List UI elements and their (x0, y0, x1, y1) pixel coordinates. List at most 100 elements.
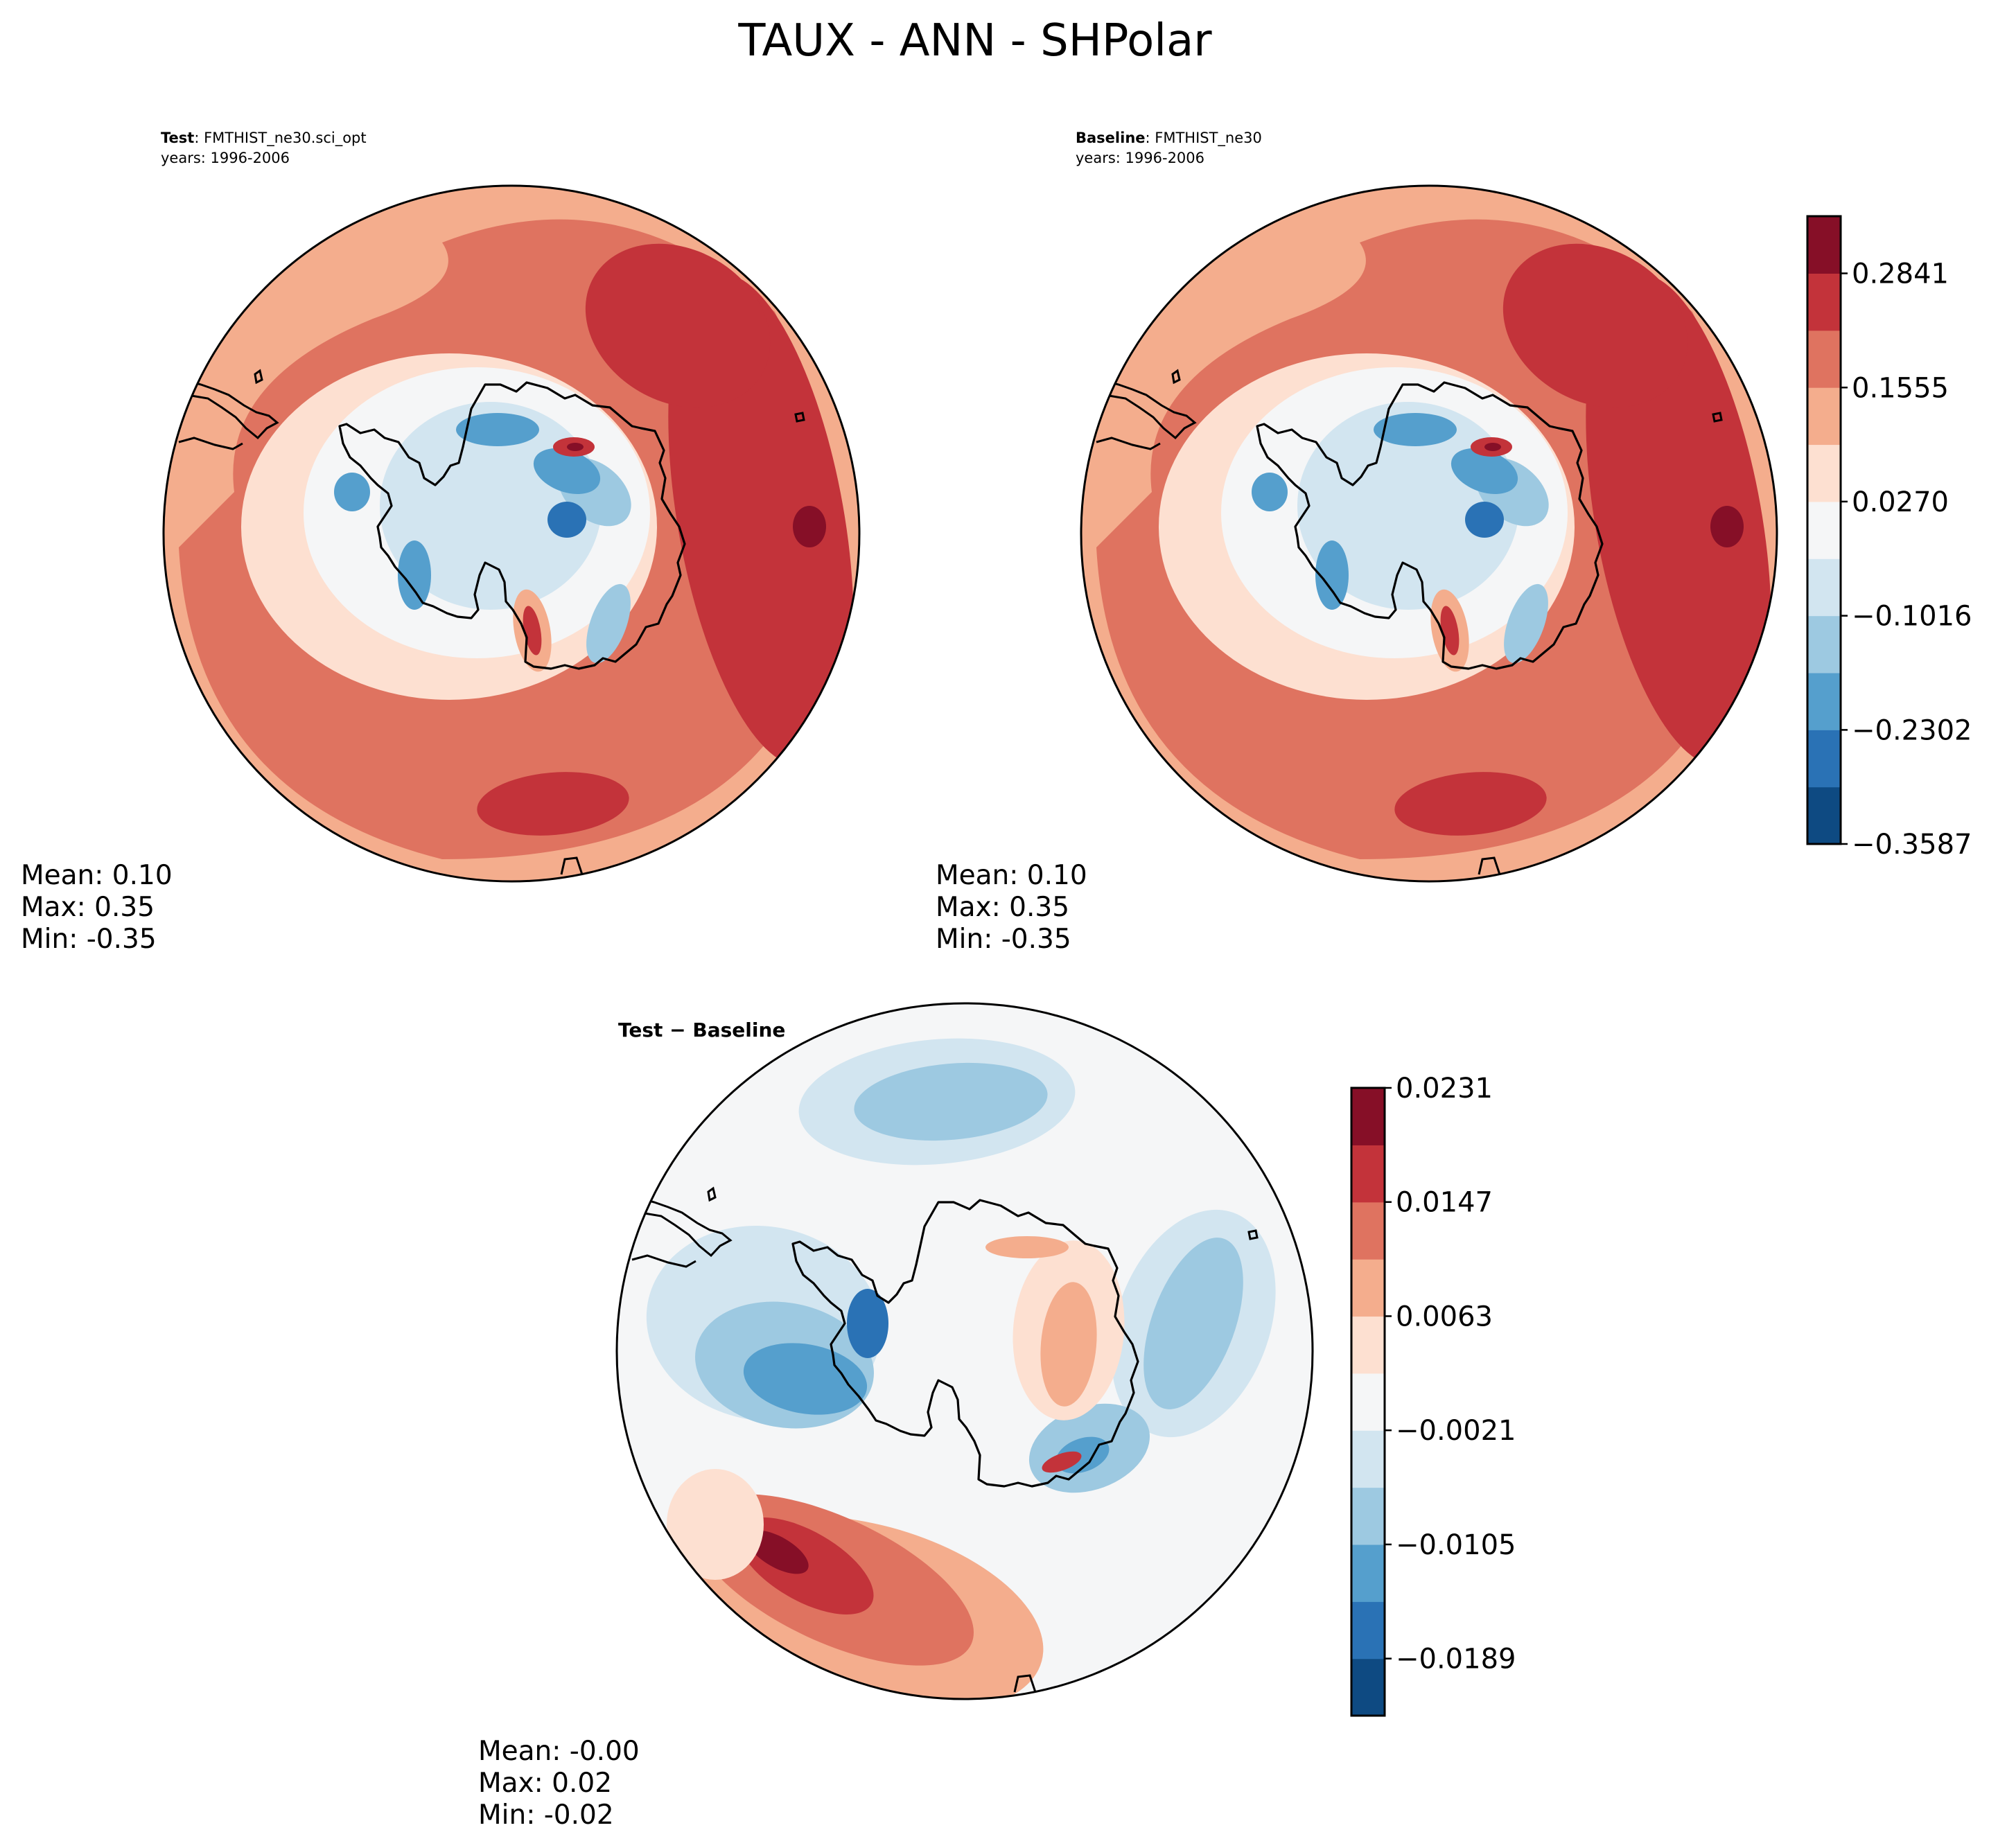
main-colorbar-bin-5 (1807, 501, 1841, 559)
main-colorbar-bin-1 (1807, 730, 1841, 788)
test-antarctica-coastline (338, 381, 686, 670)
diff-island-kerguelen (1247, 1229, 1259, 1240)
test-ross-peak (523, 606, 542, 655)
main-colorbar-bin-9 (1807, 273, 1841, 331)
test-south-america-coastline (186, 380, 279, 440)
figure-title: TAUX - ANN - SHPolar (737, 15, 1212, 67)
main-colorbar-bin-10 (1807, 216, 1841, 274)
diff-colorbar-tick-label-1: 0.0147 (1396, 1187, 1493, 1219)
baseline-peak-north-core (1484, 443, 1501, 451)
test-min: Min: -0.35 (21, 924, 157, 955)
diff-colorbar-bin-8 (1351, 1202, 1385, 1260)
test-katabatic-weddell (334, 473, 370, 511)
diff-colorbar-tick-label-0: 0.0231 (1396, 1073, 1493, 1105)
main-colorbar-bin-4 (1807, 558, 1841, 617)
diff-neg-east-core (1143, 1238, 1243, 1409)
test-max: Max: 0.35 (21, 892, 155, 923)
test-peak-east (793, 506, 826, 547)
baseline-label-rest: : FMTHIST_ne30 (1146, 130, 1262, 147)
main-colorbar: 0.2841 0.1555 0.0270 −0.1016 −0.2302 −0.3587 (1806, 215, 1972, 861)
diff-pos-south-peak (746, 1530, 809, 1574)
baseline-katabatic-north (1374, 413, 1457, 446)
test-polar-map (164, 186, 859, 881)
test-panel-label: Test: FMTHIST_ne30.sci_opt (161, 130, 367, 147)
diff-colorbar-bin-2 (1351, 1544, 1385, 1602)
main-colorbar-tick-label-5: −0.3587 (1852, 829, 1972, 861)
diff-colorbar-bin-4 (1351, 1430, 1385, 1488)
baseline-max-band-north (1502, 243, 1688, 408)
baseline-polar-map (1081, 186, 1777, 881)
test-years: years: 1996-2006 (161, 150, 290, 166)
baseline-label-bold: Baseline (1076, 130, 1146, 146)
baseline-max: Max: 0.35 (936, 892, 1069, 923)
diff-island-falklands (707, 1186, 717, 1202)
test-island-falklands (254, 369, 263, 385)
test-island-kerguelen (794, 412, 805, 423)
baseline-katabatic-weddell (1252, 473, 1288, 511)
main-colorbar-tick-label-3: −0.1016 (1852, 601, 1972, 633)
main-colorbar-bin-8 (1807, 330, 1841, 388)
test-max-band-south (477, 772, 629, 836)
diff-tasmania-coastline (1013, 1674, 1037, 1693)
baseline-min: Min: -0.35 (936, 924, 1071, 955)
diff-colorbar-bin-1 (1351, 1601, 1385, 1660)
test-min-core (547, 502, 586, 538)
baseline-panel-label: Baseline: FMTHIST_ne30 (1076, 130, 1262, 147)
baseline-mean: Mean: 0.10 (936, 860, 1087, 891)
diff-panel-label: Test − Baseline (618, 1019, 785, 1041)
test-peak-north-core (567, 443, 584, 451)
main-colorbar-tick-label-4: −0.2302 (1852, 714, 1972, 746)
diff-colorbar-bin-10 (1351, 1088, 1385, 1145)
main-colorbar-bin-7 (1807, 387, 1841, 446)
test-katabatic-east-core (533, 448, 601, 494)
diff-neg-peninsula-core (847, 1289, 888, 1358)
diff-neg-west-core (743, 1343, 868, 1415)
baseline-min-core (1465, 502, 1504, 538)
diff-pos-antarctic-core (1040, 1282, 1097, 1407)
diff-pos-southwest (667, 1469, 764, 1580)
diff-polar-map (617, 1003, 1313, 1699)
diff-colorbar-tick-label-4: −0.0105 (1396, 1529, 1516, 1561)
baseline-katabatic-west (1315, 540, 1349, 610)
diff-colorbar-tick-label-2: 0.0063 (1396, 1301, 1493, 1332)
baseline-peak-east (1710, 506, 1744, 547)
baseline-ross-peak (1440, 606, 1460, 655)
test-cape-coastline (178, 437, 243, 450)
test-katabatic-west (398, 540, 431, 610)
diff-colorbar-bin-7 (1351, 1259, 1385, 1317)
baseline-max-band-south (1394, 772, 1547, 836)
test-katabatic-north (456, 413, 539, 446)
baseline-island-kerguelen (1712, 412, 1723, 423)
main-colorbar-tick-label-0: 0.2841 (1852, 258, 1949, 290)
main-colorbar-tick-label-2: 0.0270 (1852, 486, 1949, 518)
diff-colorbar-bin-0 (1351, 1658, 1385, 1716)
baseline-katabatic-south (1504, 583, 1548, 664)
diff-min: Min: -0.02 (478, 1799, 614, 1831)
diff-cape-coastline (631, 1254, 696, 1268)
main-colorbar-bin-3 (1807, 615, 1841, 674)
main-colorbar-tick-label-1: 0.1555 (1852, 372, 1949, 404)
diff-max: Max: 0.02 (478, 1768, 612, 1799)
diff-south-america-coastline (640, 1197, 733, 1258)
test-max-band-north (585, 243, 771, 408)
diff-colorbar-bin-6 (1351, 1316, 1385, 1374)
baseline-katabatic-east-core (1451, 448, 1518, 494)
test-label-rest: : FMTHIST_ne30.sci_opt (194, 130, 366, 147)
diff-pos-coastal-north (985, 1236, 1069, 1258)
test-map-boundary (162, 184, 861, 883)
main-colorbar-bin-2 (1807, 672, 1841, 730)
baseline-years: years: 1996-2006 (1076, 150, 1204, 166)
diff-colorbar-tick-label-3: −0.0021 (1396, 1415, 1516, 1447)
diff-colorbar-bin-5 (1351, 1373, 1385, 1431)
diff-antarctica-coastline (791, 1199, 1139, 1488)
diff-neg-north-core (854, 1062, 1048, 1141)
baseline-cape-coastline (1096, 437, 1161, 450)
test-katabatic-south (586, 583, 631, 664)
main-colorbar-bin-6 (1807, 444, 1841, 502)
baseline-antarctica-coastline (1256, 381, 1604, 670)
diff-map-boundary (615, 1002, 1314, 1700)
diff-colorbar-bin-9 (1351, 1145, 1385, 1203)
baseline-tasmania-coastline (1478, 856, 1501, 875)
diff-mean: Mean: -0.00 (478, 1736, 640, 1767)
